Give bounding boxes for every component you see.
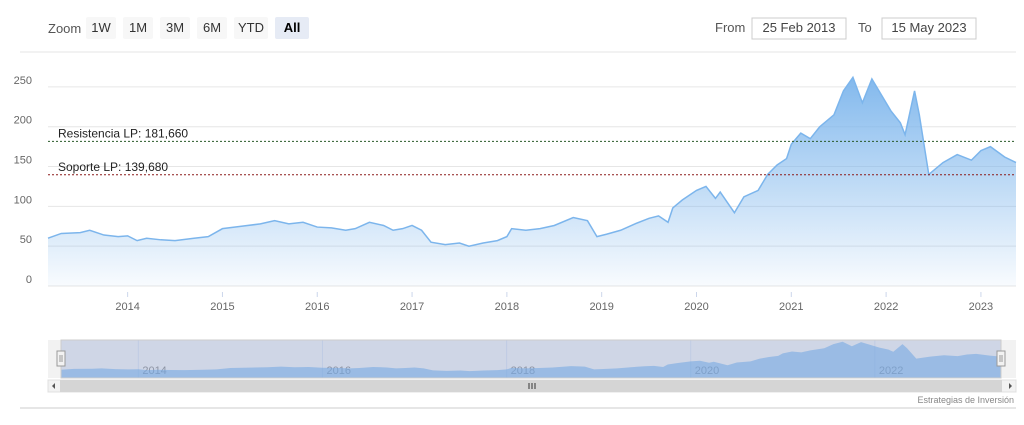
from-label: From xyxy=(715,20,745,35)
credit: Estrategias de Inversión xyxy=(917,395,1014,405)
scroll-left[interactable] xyxy=(52,383,55,389)
zoom-button[interactable] xyxy=(234,17,268,39)
to-value[interactable]: 15 May 2023 xyxy=(891,20,966,35)
zoom-button-label[interactable]: 1W xyxy=(91,20,111,35)
zoom-button[interactable] xyxy=(160,17,190,39)
navigator-handle[interactable] xyxy=(56,350,66,367)
x-tick-label: 2019 xyxy=(589,301,613,313)
y-tick-label: 250 xyxy=(14,75,32,87)
scrollbar-thumb[interactable] xyxy=(60,380,1002,392)
from-value[interactable]: 25 Feb 2013 xyxy=(762,20,835,35)
y-tick-label: 200 xyxy=(14,115,32,127)
x-tick-label: 2020 xyxy=(684,301,708,313)
area-fill xyxy=(48,77,1016,287)
plot-line-label: Resistencia LP: 181,660 xyxy=(58,126,188,140)
x-tick-label: 2023 xyxy=(969,301,993,313)
zoom-button-label[interactable]: 1M xyxy=(129,20,147,35)
x-tick-label: 2021 xyxy=(779,301,803,313)
zoom-button-label[interactable]: All xyxy=(284,20,301,35)
zoom-button-label[interactable]: 6M xyxy=(203,20,221,35)
navigator: 20142016201820202022 xyxy=(56,339,1006,379)
y-tick-label: 50 xyxy=(20,234,32,246)
zoom-button[interactable] xyxy=(197,17,227,39)
zoom-button[interactable] xyxy=(86,17,116,39)
x-tick-label: 2016 xyxy=(305,301,329,313)
to-label: To xyxy=(858,20,872,35)
x-tick-label: 2017 xyxy=(400,301,424,313)
scrollbar-grip xyxy=(528,383,536,389)
zoom-button-label[interactable]: 3M xyxy=(166,20,184,35)
y-tick-label: 150 xyxy=(14,155,32,167)
navigator-mask xyxy=(60,339,1002,379)
plot-line-label: Soporte LP: 139,680 xyxy=(58,160,168,174)
y-tick-label: 100 xyxy=(14,194,32,206)
plot-area: 0 50 100 150 200 250 2014 2015 2016 2017 2018 2019 2… xyxy=(14,75,1017,313)
zoom-button-label[interactable]: YTD xyxy=(238,20,264,35)
from-input[interactable] xyxy=(751,17,847,40)
zoom-label: Zoom xyxy=(48,21,81,36)
x-tick-label: 2022 xyxy=(874,301,898,313)
zoom-button[interactable] xyxy=(123,17,153,39)
y-tick-label: 0 xyxy=(26,274,32,286)
price-line xyxy=(47,75,1017,247)
handle-grip xyxy=(999,355,1003,362)
navigator-area xyxy=(61,341,1001,378)
handle-grip xyxy=(59,355,63,362)
zoom-button[interactable] xyxy=(275,17,309,39)
x-tick-label: 2014 xyxy=(115,301,139,313)
x-tick-label: 2015 xyxy=(210,301,234,313)
scroll-right[interactable] xyxy=(1009,383,1012,389)
x-tick-label: 2018 xyxy=(495,301,519,313)
navigator-handle[interactable] xyxy=(996,350,1006,367)
to-input[interactable] xyxy=(881,17,977,40)
